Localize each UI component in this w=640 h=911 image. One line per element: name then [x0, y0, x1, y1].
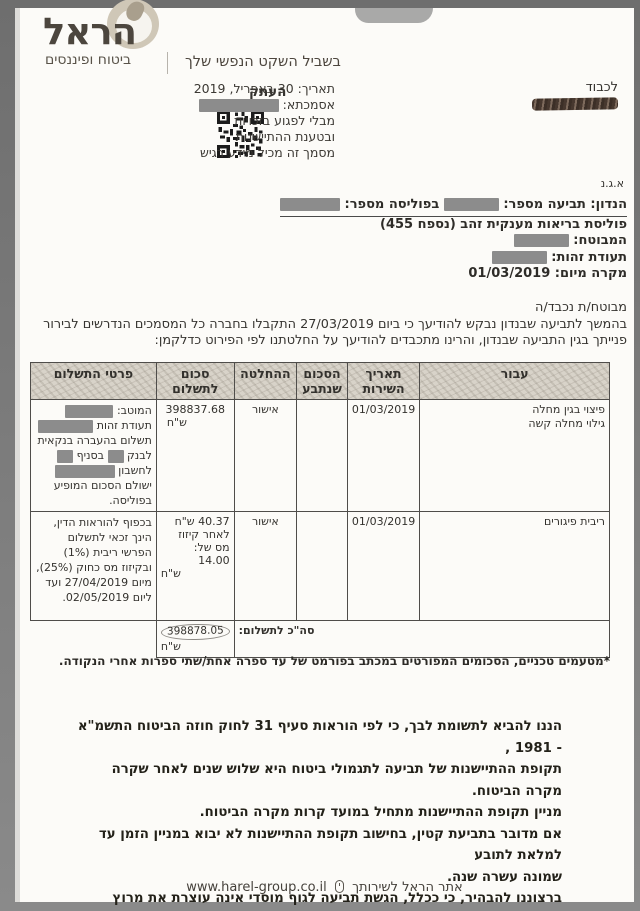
- currency-label: ש"ח: [166, 416, 187, 429]
- redacted-beneficiary: [65, 404, 114, 418]
- id-line: תעודת זהות:: [280, 250, 627, 267]
- intro-line1: בהמשך לתביעה שבנדון נבקש להודיעך כי ביום…: [43, 316, 627, 332]
- header-service-date: תאריך השירות: [346, 362, 421, 400]
- logo-divider: [167, 52, 168, 74]
- amount-cell: 398837.68 ש"ח: [155, 399, 235, 512]
- table-row: פיצוי בגין מחלה גילוי מחלה קשה 01/03/201…: [30, 399, 610, 512]
- claims-table: עבור תאריך השירות הסכום שנתבע ההחלטה סכו…: [30, 362, 611, 658]
- insured-label: המבוטח:: [573, 233, 627, 248]
- intro-greeting: מבוטח/ת נכבד/ה: [535, 300, 627, 315]
- header-details: פרטי התשלום: [30, 362, 157, 400]
- amount-cell: 40.37 ש"ח לאחר קיזוז מס של: 14.00 ש"ח: [155, 511, 235, 621]
- intro-line2: פנייתך בגין התביעה שבנדון, והרינו מתכבדי…: [154, 333, 627, 348]
- qr-code: [217, 111, 264, 158]
- claimed-cell: [296, 399, 348, 512]
- brand-tagline: בשביל השקט הנפשי שלך: [185, 54, 341, 70]
- mouse-icon: [334, 880, 344, 893]
- payment-details-cell: בכפוף להוראות הדין, הינך זכאי לתשלום הפר…: [30, 511, 157, 621]
- total-amount-value: 398878.05: [160, 623, 230, 641]
- redacted-id-number: [491, 250, 547, 264]
- header-for: עבור: [419, 362, 610, 400]
- redacted-account: [54, 464, 115, 478]
- header-claimed: הסכום שנתבע: [296, 362, 348, 400]
- subject-re-label: הנדון: תביעה מספר:: [503, 197, 627, 212]
- recipient-block: לכבוד: [531, 80, 619, 111]
- policy-type-line: פוליסת בריאות מענקית זהב (נספח 455): [380, 216, 627, 232]
- harel-logo: הראל: [43, 10, 137, 53]
- subject-policy-label: בפוליסה מספר:: [344, 197, 440, 212]
- header-amount: סכום לתשלום: [155, 362, 235, 400]
- redacted-insured-name: [513, 234, 569, 247]
- table-row: ריבית פיגורים 01/03/2019 אישור 40.37 ש"ח…: [30, 511, 610, 621]
- legal-text-block: הננו להביא לתשומת לבך, כי לפי הוראות סעי…: [72, 716, 562, 911]
- for-cell: ריבית פיגורים: [419, 511, 610, 621]
- total-empty-cell: [31, 621, 157, 658]
- copy-label: העתק: [249, 84, 287, 100]
- service-date-cell: 01/03/2019: [346, 399, 421, 512]
- for-line1: ריבית פיגורים: [543, 515, 605, 528]
- redacted-branch: [57, 449, 74, 463]
- table-total-row: סה"כ לתשלום: 398878.05 ש"ח: [31, 620, 611, 658]
- total-amount-cell: 398878.05 ש"ח: [155, 620, 235, 658]
- subject-line: הנדון: תביעה מספר: בפוליסה מספר:: [279, 197, 627, 217]
- payment-details-cell: המוטב: תעודת זהות תשלום בהעברה בנקאית לב…: [30, 399, 157, 512]
- id-label: תעודת זהות:: [551, 249, 627, 265]
- event-date-line: מקרה מיום: 01/03/2019: [468, 266, 627, 281]
- for-cell: פיצוי בגין מחלה גילוי מחלה קשה: [419, 399, 610, 512]
- legal-line: מניין תקופת ההתיישנות מתחיל במועד קרות מ…: [199, 805, 562, 820]
- footer-url[interactable]: www.harel-group.co.il: [186, 880, 327, 895]
- footer-site-label: אתר הראל לשירותך: [352, 880, 463, 895]
- footer: אתר הראל לשירותך www.harel-group.co.il: [15, 880, 634, 895]
- redacted-id: [38, 419, 94, 433]
- redacted-policy-number: [279, 198, 340, 211]
- header-decision: ההחלטה: [233, 362, 298, 400]
- redacted-bank: [107, 449, 124, 463]
- no-harm-line2: ובטענת ההתיישנות: [235, 129, 335, 144]
- for-line1: פיצוי בגין מחלה: [532, 403, 605, 416]
- service-date-cell: 01/03/2019: [346, 511, 421, 621]
- amount-value: 398837.68: [165, 403, 225, 416]
- legal-line: הננו להביא לתשומת לבך, כי לפי הוראות סעי…: [77, 719, 562, 756]
- table-header-row: עבור תאריך השירות הסכום שנתבע ההחלטה סכו…: [30, 362, 610, 400]
- reference-line: אסמכתא:: [194, 97, 335, 113]
- legal-line: תקופת ההתיישנות של תביעה לתגמולי ביטוח ה…: [111, 762, 562, 799]
- scan-artifact: [355, 8, 433, 23]
- recipient-label: לכבוד: [585, 80, 618, 95]
- no-harm-line1: מבלי לפגוע בזכויות: [234, 113, 335, 128]
- claimed-cell: [296, 511, 348, 621]
- redacted-value: [198, 99, 279, 112]
- meta-block: תאריך: 30 באפריל, 2019 אסמכתא: מבלי לפגו…: [194, 81, 335, 161]
- harel-logo-swirl-icon: [107, 0, 159, 49]
- legal-line: שמונה עשרה שנה.: [446, 869, 562, 885]
- date-line: תאריך: 30 באפריל, 2019: [193, 81, 335, 96]
- insured-line: המבוטח:: [280, 233, 627, 250]
- recipient-name-redacted: [531, 97, 619, 111]
- decision-cell: אישור: [233, 511, 298, 621]
- total-label: סה"כ לתשלום:: [233, 620, 611, 658]
- decision-cell: אישור: [233, 399, 298, 512]
- harel-logo-subtitle: ביטוח ופיננסים: [44, 52, 132, 68]
- table-footnote: *מטעמים טכניים, הסכומים המפורטים במכתב ב…: [58, 654, 610, 668]
- subject-block: הנדון: תביעה מספר: בפוליסה מספר: פוליסת …: [279, 197, 627, 283]
- sensitive-line: מסמך זה מכיל מידע רגיש: [200, 145, 335, 160]
- salutation: א.ג.נ: [600, 177, 624, 190]
- reference-label: אסמכתא:: [282, 97, 335, 112]
- letter-page: הראל ביטוח ופיננסים בשביל השקט הנפשי שלך…: [15, 0, 634, 906]
- legal-line: אם מדובר בתביעת קטין, בחישוב תקופת ההתיי…: [98, 826, 562, 864]
- for-line2: גילוי מחלה קשה: [528, 417, 605, 430]
- redacted-claim-number: [443, 198, 499, 211]
- total-currency: ש"ח: [160, 640, 181, 653]
- legal-line: ברצוננו להבהיר, כי ככלל, הגשת תביעה לגוף…: [112, 891, 562, 906]
- intro-block: מבוטח/ת נכבד/ה בהמשך לתביעה שבנדון נבקש …: [43, 300, 627, 350]
